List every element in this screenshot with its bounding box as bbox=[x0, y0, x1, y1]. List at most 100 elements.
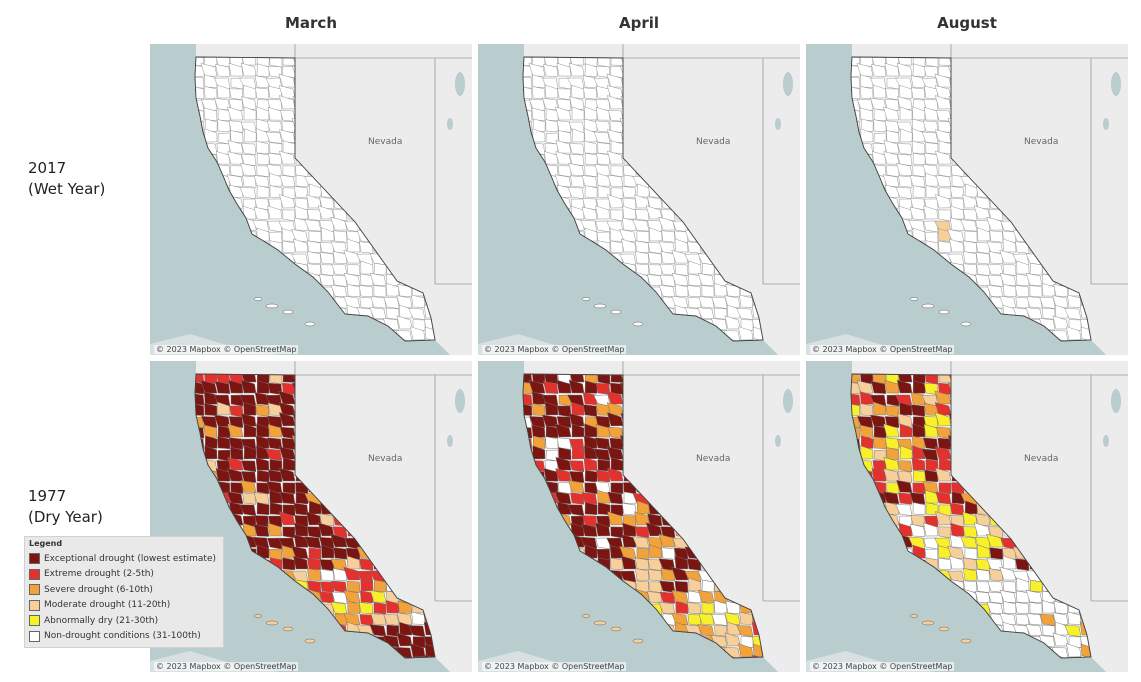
watershed-region[interactable] bbox=[570, 175, 585, 188]
watershed-region[interactable] bbox=[331, 591, 348, 604]
map-canvas[interactable]: Nevada bbox=[478, 44, 800, 355]
watershed-region[interactable] bbox=[228, 99, 244, 111]
watershed-region[interactable] bbox=[584, 423, 598, 438]
watershed-region[interactable] bbox=[1015, 241, 1030, 254]
watershed-region[interactable] bbox=[267, 205, 283, 220]
watershed-region[interactable] bbox=[518, 76, 533, 89]
watershed-region[interactable] bbox=[975, 196, 991, 210]
watershed-region[interactable] bbox=[255, 435, 270, 449]
watershed-region[interactable] bbox=[623, 174, 637, 188]
watershed-region[interactable] bbox=[396, 295, 413, 309]
watershed-region[interactable] bbox=[883, 423, 900, 438]
watershed-region[interactable] bbox=[660, 209, 676, 222]
watershed-region[interactable] bbox=[556, 437, 572, 450]
watershed-region[interactable] bbox=[621, 185, 637, 199]
watershed-region[interactable] bbox=[359, 614, 374, 626]
watershed-region[interactable] bbox=[282, 557, 296, 571]
watershed-region[interactable] bbox=[610, 557, 624, 571]
watershed-region[interactable] bbox=[1014, 601, 1030, 615]
watershed-region[interactable] bbox=[899, 402, 913, 416]
watershed-region[interactable] bbox=[295, 174, 309, 188]
watershed-region[interactable] bbox=[255, 87, 270, 100]
watershed-region[interactable] bbox=[215, 151, 231, 165]
watershed-region[interactable] bbox=[293, 217, 309, 231]
watershed-region[interactable] bbox=[581, 175, 598, 188]
watershed-region[interactable] bbox=[882, 174, 900, 188]
watershed-region[interactable] bbox=[1002, 555, 1017, 570]
watershed-region[interactable] bbox=[282, 526, 296, 539]
watershed-region[interactable] bbox=[964, 547, 978, 560]
watershed-region[interactable] bbox=[268, 469, 283, 483]
watershed-region[interactable] bbox=[519, 85, 533, 99]
watershed-region[interactable] bbox=[593, 448, 611, 461]
watershed-region[interactable] bbox=[1002, 238, 1017, 253]
watershed-region[interactable] bbox=[204, 118, 218, 132]
watershed-region[interactable] bbox=[308, 547, 322, 560]
watershed-region[interactable] bbox=[912, 502, 926, 515]
watershed-region[interactable] bbox=[295, 491, 309, 505]
watershed-region[interactable] bbox=[241, 460, 257, 473]
watershed-region[interactable] bbox=[583, 404, 598, 417]
watershed-region[interactable] bbox=[896, 369, 913, 383]
watershed-region[interactable] bbox=[988, 251, 1004, 264]
watershed-region[interactable] bbox=[925, 373, 939, 385]
watershed-region[interactable] bbox=[253, 175, 270, 188]
watershed-region[interactable] bbox=[203, 107, 218, 121]
watershed-region[interactable] bbox=[856, 380, 874, 394]
watershed-region[interactable] bbox=[568, 369, 585, 383]
watershed-region[interactable] bbox=[556, 120, 572, 133]
watershed-region[interactable] bbox=[1003, 284, 1017, 297]
watershed-region[interactable] bbox=[886, 394, 900, 407]
watershed-region[interactable] bbox=[724, 295, 741, 309]
watershed-region[interactable] bbox=[571, 106, 585, 121]
map-attribution[interactable]: © 2023 Mapbox © OpenStreetMap bbox=[482, 345, 627, 354]
watershed-region[interactable] bbox=[898, 175, 913, 188]
watershed-region[interactable] bbox=[294, 522, 309, 537]
watershed-region[interactable] bbox=[987, 591, 1004, 604]
watershed-region[interactable] bbox=[950, 522, 965, 537]
watershed-region[interactable] bbox=[610, 482, 624, 495]
watershed-region[interactable] bbox=[241, 96, 257, 110]
watershed-region[interactable] bbox=[1002, 263, 1017, 276]
watershed-region[interactable] bbox=[860, 74, 874, 88]
watershed-region[interactable] bbox=[938, 165, 952, 178]
watershed-region[interactable] bbox=[1003, 601, 1017, 614]
watershed-region[interactable] bbox=[555, 423, 572, 438]
watershed-region[interactable] bbox=[267, 107, 283, 121]
watershed-region[interactable] bbox=[555, 456, 572, 471]
watershed-region[interactable] bbox=[976, 264, 991, 277]
watershed-region[interactable] bbox=[584, 482, 598, 495]
watershed-region[interactable] bbox=[636, 547, 650, 560]
watershed-region[interactable] bbox=[1016, 273, 1030, 287]
watershed-region[interactable] bbox=[1052, 612, 1069, 626]
watershed-region[interactable] bbox=[923, 522, 939, 537]
watershed-region[interactable] bbox=[383, 613, 400, 626]
watershed-region[interactable] bbox=[635, 250, 650, 264]
watershed-region[interactable] bbox=[556, 99, 572, 111]
watershed-region[interactable] bbox=[912, 380, 926, 394]
watershed-region[interactable] bbox=[883, 139, 900, 154]
watershed-region[interactable] bbox=[595, 537, 611, 550]
watershed-region[interactable] bbox=[610, 209, 624, 222]
watershed-region[interactable] bbox=[243, 402, 257, 416]
map-canvas[interactable]: Nevada bbox=[806, 361, 1128, 672]
watershed-region[interactable] bbox=[584, 185, 598, 198]
map-canvas[interactable]: Nevada bbox=[150, 44, 472, 355]
watershed-region[interactable] bbox=[256, 502, 270, 515]
watershed-region[interactable] bbox=[241, 471, 257, 483]
watershed-region[interactable] bbox=[269, 172, 283, 187]
watershed-region[interactable] bbox=[897, 460, 913, 473]
watershed-region[interactable] bbox=[912, 152, 926, 166]
watershed-region[interactable] bbox=[370, 613, 387, 626]
watershed-region[interactable] bbox=[347, 284, 361, 297]
watershed-region[interactable] bbox=[909, 206, 926, 220]
watershed-region[interactable] bbox=[332, 568, 348, 581]
watershed-region[interactable] bbox=[649, 544, 663, 559]
watershed-region[interactable] bbox=[265, 448, 283, 461]
watershed-region[interactable] bbox=[999, 566, 1017, 581]
watershed-region[interactable] bbox=[648, 581, 663, 594]
map-2017-august[interactable]: Nevada © 2023 Mapbox © OpenStreetMap bbox=[806, 44, 1128, 355]
watershed-region[interactable] bbox=[557, 88, 572, 101]
watershed-region[interactable] bbox=[909, 523, 926, 537]
watershed-region[interactable] bbox=[595, 522, 611, 537]
